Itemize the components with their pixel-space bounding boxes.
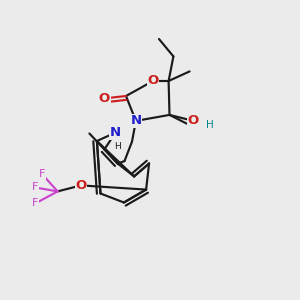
Text: H: H xyxy=(115,142,121,151)
Text: F: F xyxy=(32,182,39,193)
Text: O: O xyxy=(147,74,159,88)
Text: F: F xyxy=(39,169,45,179)
Text: F: F xyxy=(32,198,39,208)
Text: N: N xyxy=(130,114,142,128)
Text: O: O xyxy=(188,114,199,128)
Text: O: O xyxy=(75,179,87,192)
Text: O: O xyxy=(99,92,110,105)
Text: H: H xyxy=(206,119,214,130)
Text: N: N xyxy=(110,126,121,139)
